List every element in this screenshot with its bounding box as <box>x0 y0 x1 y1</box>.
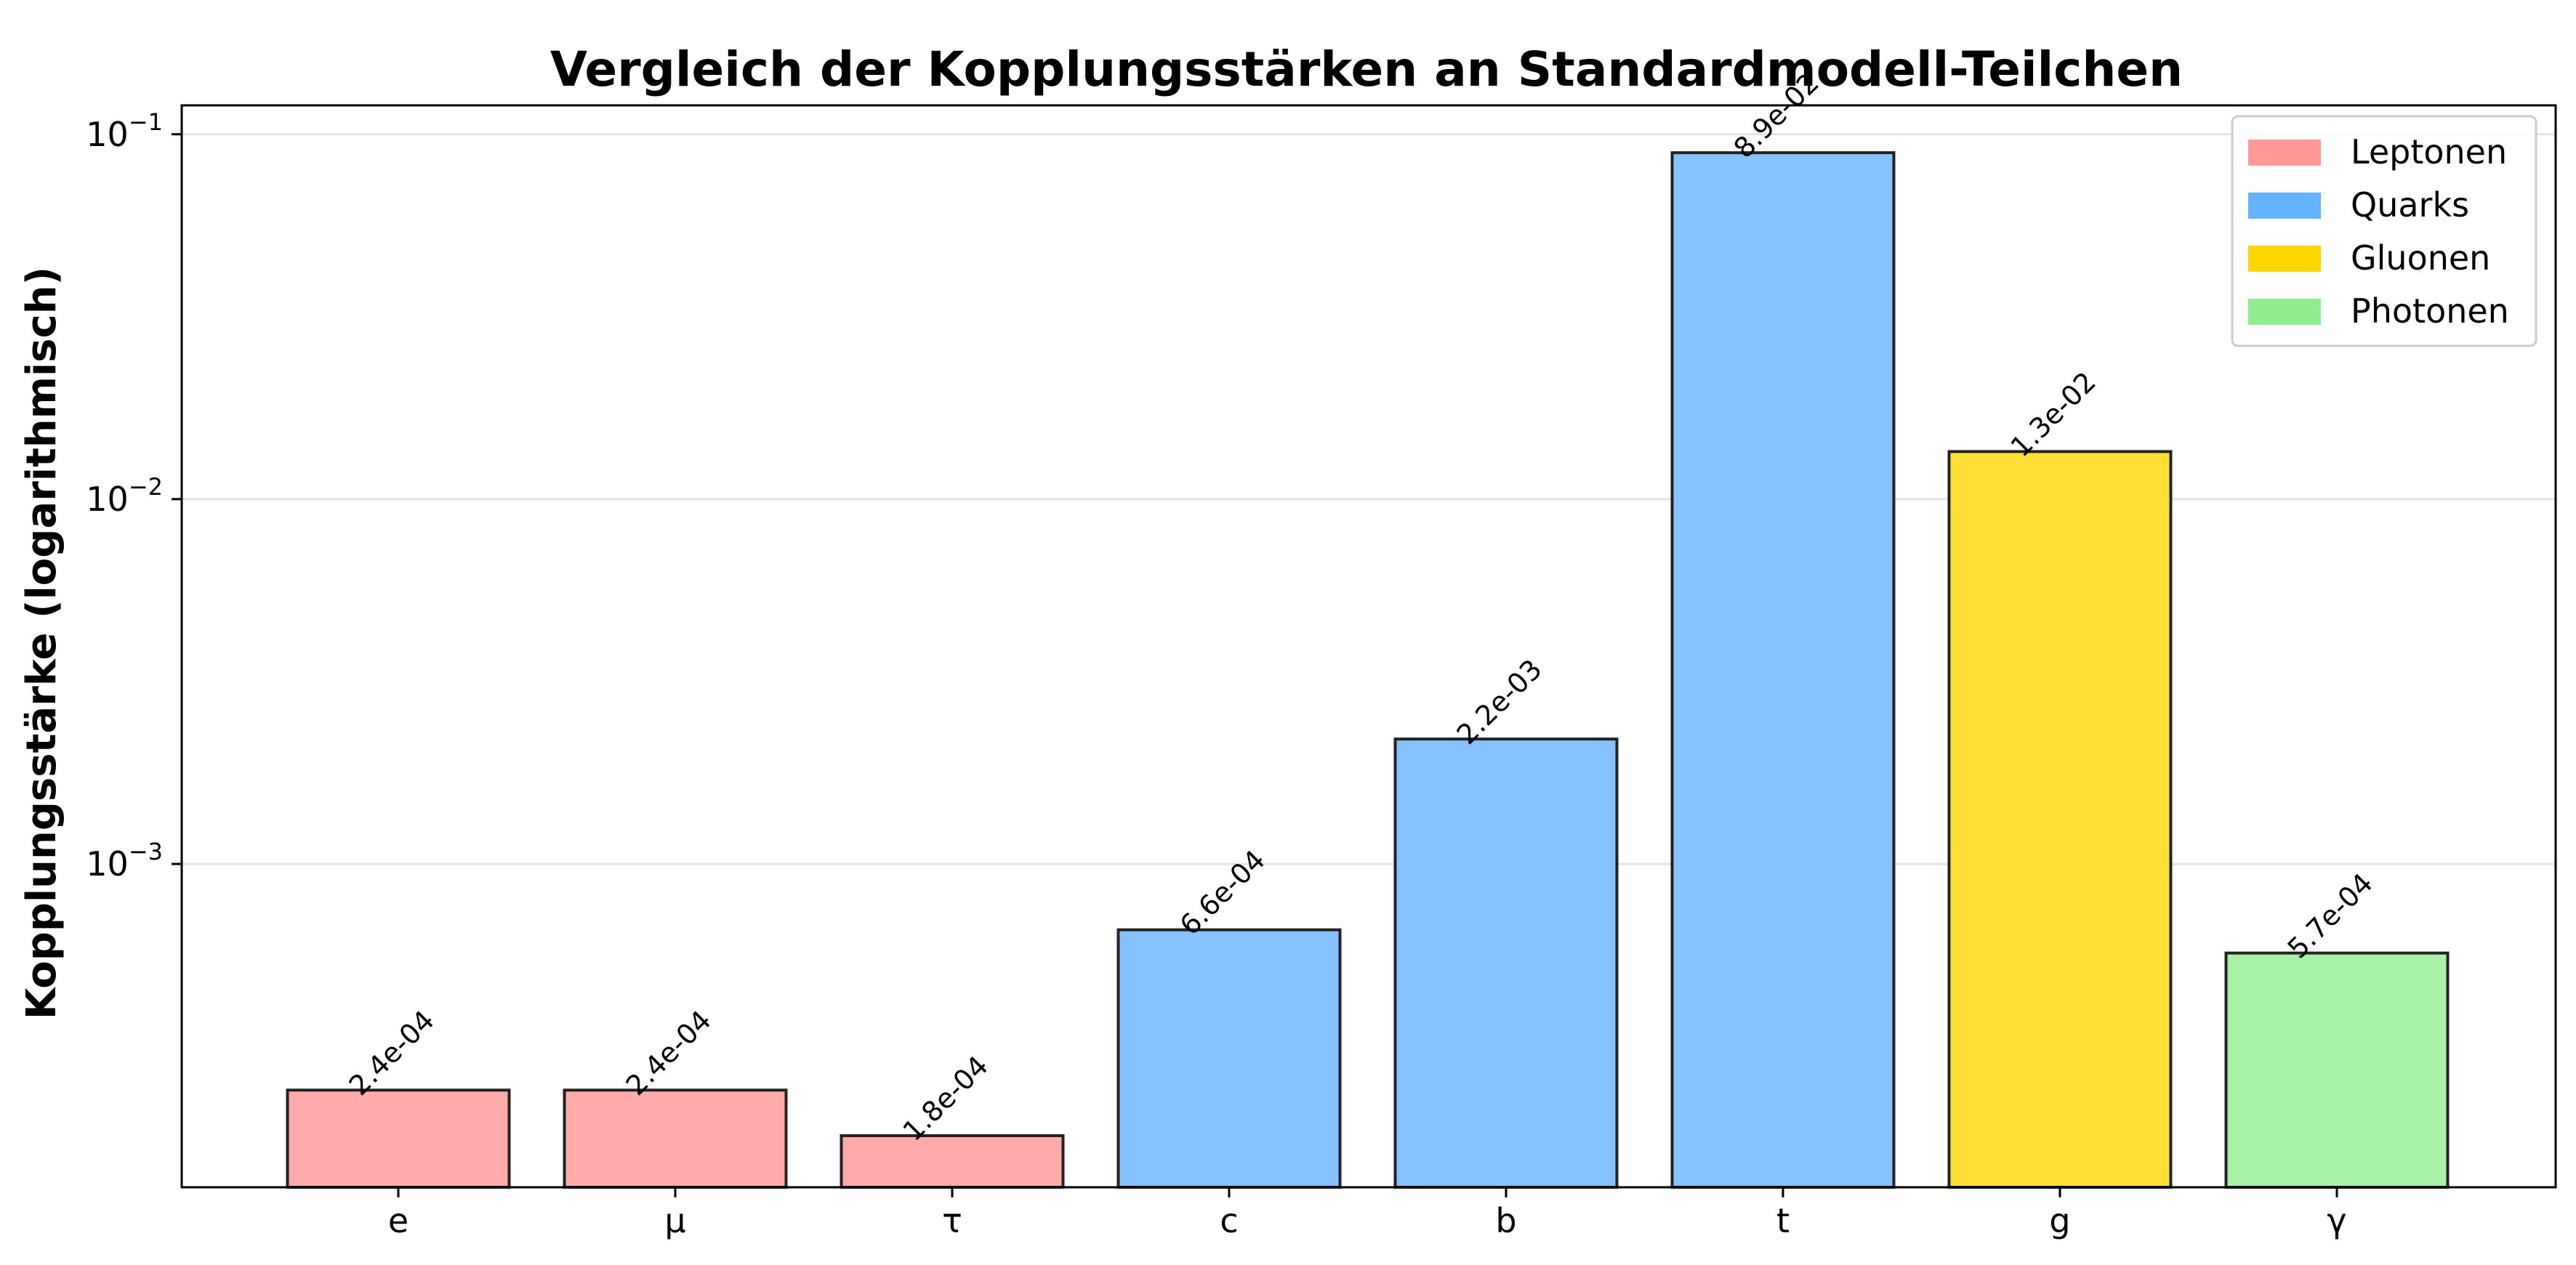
axes: 10−3 10−2 10−1 e μ τ c b t g γ <box>86 104 2557 1240</box>
value-label-1: 2.4e-04 <box>343 1004 440 1102</box>
x-tick-label-1: e <box>388 1201 408 1240</box>
bar-3 <box>840 1134 1065 1189</box>
value-label-3: 1.8e-04 <box>897 1050 994 1147</box>
x-tick-label-7: g <box>2049 1201 2070 1240</box>
x-tick-label-2: μ <box>664 1201 685 1240</box>
bars <box>286 151 2450 1189</box>
bar-4 <box>1116 928 1342 1189</box>
x-tick-label-6: t <box>1776 1201 1790 1240</box>
x-tick-label-3: τ <box>942 1201 962 1240</box>
value-label-8: 5.7e-04 <box>2282 867 2379 964</box>
y-tick-label-1: 10−2 <box>86 473 163 519</box>
x-tick-label-8: γ <box>2327 1201 2346 1240</box>
legend-swatch-2 <box>2248 193 2321 219</box>
value-label-4: 6.6e-04 <box>1174 844 1271 941</box>
x-tick-label-5: b <box>1495 1201 1516 1240</box>
bar-1 <box>286 1088 511 1189</box>
y-tick-label-0: 10−3 <box>86 838 163 884</box>
value-label-7: 1.3e-02 <box>2005 365 2102 463</box>
bar-8 <box>2224 951 2450 1189</box>
legend-label-2: Quarks <box>2351 185 2469 225</box>
chart-title: Vergleich der Kopplungsstärken an Standa… <box>550 41 2183 97</box>
legend-box <box>2231 115 2537 347</box>
bar-7 <box>1947 450 2173 1189</box>
legend-swatch-1 <box>2248 140 2321 166</box>
y-axis-label: Kopplungsstärke (logarithmisch) <box>18 267 65 1019</box>
x-tick-label-4: c <box>1220 1201 1238 1240</box>
legend-swatch-4 <box>2248 299 2321 325</box>
y-tick-label-2: 10−1 <box>86 108 163 154</box>
legend: Leptonen Quarks Gluonen Photonen <box>2231 115 2537 347</box>
gridlines <box>182 133 2556 865</box>
legend-swatch-3 <box>2248 246 2321 272</box>
legend-label-3: Gluonen <box>2351 238 2490 278</box>
legend-label-4: Photonen <box>2351 291 2509 331</box>
bar-2 <box>563 1088 788 1189</box>
plot-frame <box>180 104 2557 1189</box>
value-label-5: 2.2e-03 <box>1451 653 1548 751</box>
bar-5 <box>1393 737 1619 1189</box>
bar-6 <box>1670 151 1896 1189</box>
value-label-2: 2.4e-04 <box>620 1004 717 1102</box>
legend-label-1: Leptonen <box>2351 132 2507 171</box>
